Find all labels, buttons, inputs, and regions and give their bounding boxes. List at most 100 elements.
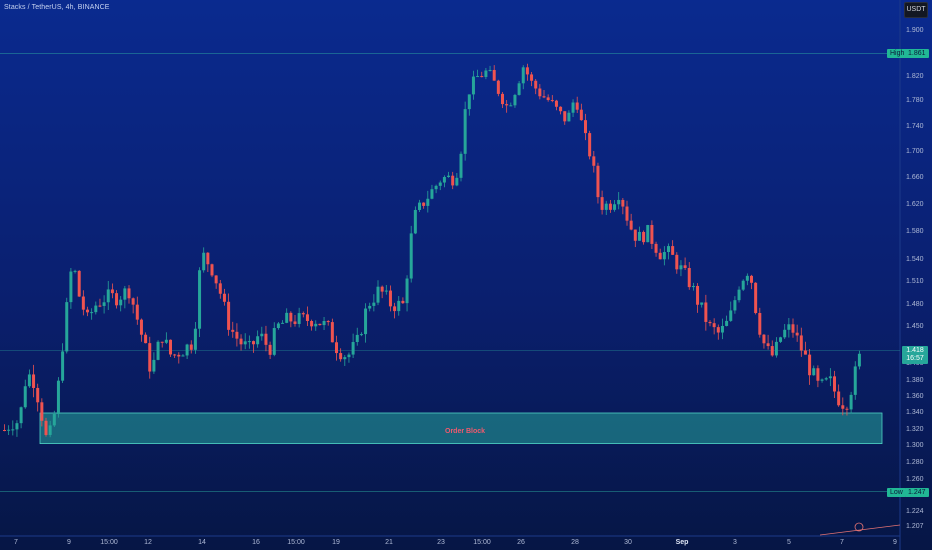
candle-body — [754, 282, 758, 314]
candle-body — [90, 312, 94, 314]
candle-body — [671, 246, 675, 255]
candle-body — [517, 83, 521, 95]
candle-body — [15, 423, 19, 430]
candle-body — [505, 104, 509, 106]
candle-body — [467, 94, 471, 110]
candle-body — [617, 199, 621, 205]
candle-body — [409, 233, 413, 279]
candle-body — [662, 252, 666, 260]
candle-body — [222, 293, 226, 302]
last-price-value: 1.418 — [906, 347, 924, 354]
candle-body — [650, 225, 654, 244]
candle-body — [841, 405, 845, 409]
candle-body — [530, 74, 534, 81]
candle-body — [380, 286, 384, 292]
candle-body — [525, 67, 529, 75]
time-tick: 14 — [198, 539, 206, 546]
candle-body — [56, 380, 60, 415]
candle-body — [36, 387, 40, 403]
bar-countdown: 16:57 — [906, 355, 924, 362]
candle-body — [513, 94, 517, 106]
time-tick: 23 — [437, 539, 445, 546]
candle-body — [281, 322, 285, 324]
price-tick: 1.900 — [906, 27, 924, 34]
candle-body — [546, 97, 550, 101]
candle-body — [750, 275, 753, 283]
candle-body — [202, 252, 206, 271]
candle-body — [227, 301, 231, 330]
price-tick: 1.510 — [906, 278, 924, 285]
candle-body — [418, 202, 421, 210]
candle-body — [289, 312, 293, 322]
time-tick: 28 — [571, 539, 579, 546]
candle-body — [239, 338, 243, 345]
candle-body — [683, 265, 687, 268]
candle-body — [247, 341, 251, 343]
candle-body — [774, 341, 778, 356]
candle-body — [484, 70, 488, 77]
candle-body — [629, 220, 633, 230]
candle-body — [218, 283, 222, 294]
candle-body — [633, 229, 637, 241]
candle-body — [185, 344, 189, 356]
price-tick: 1.380 — [906, 377, 924, 384]
candle-body — [463, 109, 467, 154]
candle-body — [658, 252, 662, 260]
candle-body — [720, 325, 724, 333]
candle-body — [98, 305, 102, 307]
high-label: High — [887, 49, 908, 58]
candle-body — [235, 331, 239, 339]
candle-body — [654, 243, 658, 253]
candle-body — [27, 374, 31, 387]
candle-body — [816, 368, 820, 381]
price-tick: 1.224 — [906, 508, 924, 515]
candle-body — [592, 156, 596, 166]
candle-body — [48, 425, 52, 435]
candle-body — [115, 293, 119, 306]
time-tick: 30 — [624, 539, 632, 546]
candle-body — [198, 270, 202, 329]
time-tick: 26 — [517, 539, 525, 546]
candle-body — [496, 80, 500, 94]
candle-body — [305, 314, 309, 322]
low-value: 1.247 — [905, 488, 929, 497]
candle-body — [401, 300, 405, 304]
candle-body — [293, 321, 297, 324]
time-tick: 9 — [67, 539, 71, 546]
candle-body — [152, 359, 156, 372]
candle-body — [571, 102, 575, 113]
candle-body — [330, 322, 334, 343]
candle-body — [833, 376, 836, 392]
time-tick: 5 — [787, 539, 791, 546]
candle-body — [61, 351, 65, 381]
candle-body — [712, 323, 716, 328]
price-tick: 1.700 — [906, 148, 924, 155]
candle-body — [604, 203, 608, 210]
candle-body — [11, 429, 15, 431]
candle-body — [501, 93, 504, 105]
time-tick: 7 — [14, 539, 18, 546]
candle-body — [94, 305, 98, 313]
candle-body — [725, 320, 729, 326]
candle-body — [384, 290, 388, 292]
candle-body — [173, 354, 177, 356]
candle-body — [642, 231, 646, 243]
candle-body — [339, 353, 343, 360]
candle-body — [310, 321, 314, 327]
candle-body — [110, 289, 114, 294]
candle-body — [492, 69, 496, 81]
candle-body — [119, 299, 123, 306]
time-tick: 12 — [144, 539, 152, 546]
price-tick: 1.260 — [906, 476, 924, 483]
candle-body — [704, 302, 708, 322]
price-scale[interactable]: 1.900 1.820 1.780 1.740 1.700 1.660 1.620 1.580… — [900, 0, 932, 550]
currency-button[interactable]: USDT — [904, 2, 928, 18]
trend-line — [819, 524, 901, 536]
candle-body — [853, 366, 857, 395]
price-tick: 1.540 — [906, 256, 924, 263]
candle-body — [314, 323, 318, 327]
candle-body — [343, 357, 347, 360]
candle-body — [430, 189, 434, 199]
